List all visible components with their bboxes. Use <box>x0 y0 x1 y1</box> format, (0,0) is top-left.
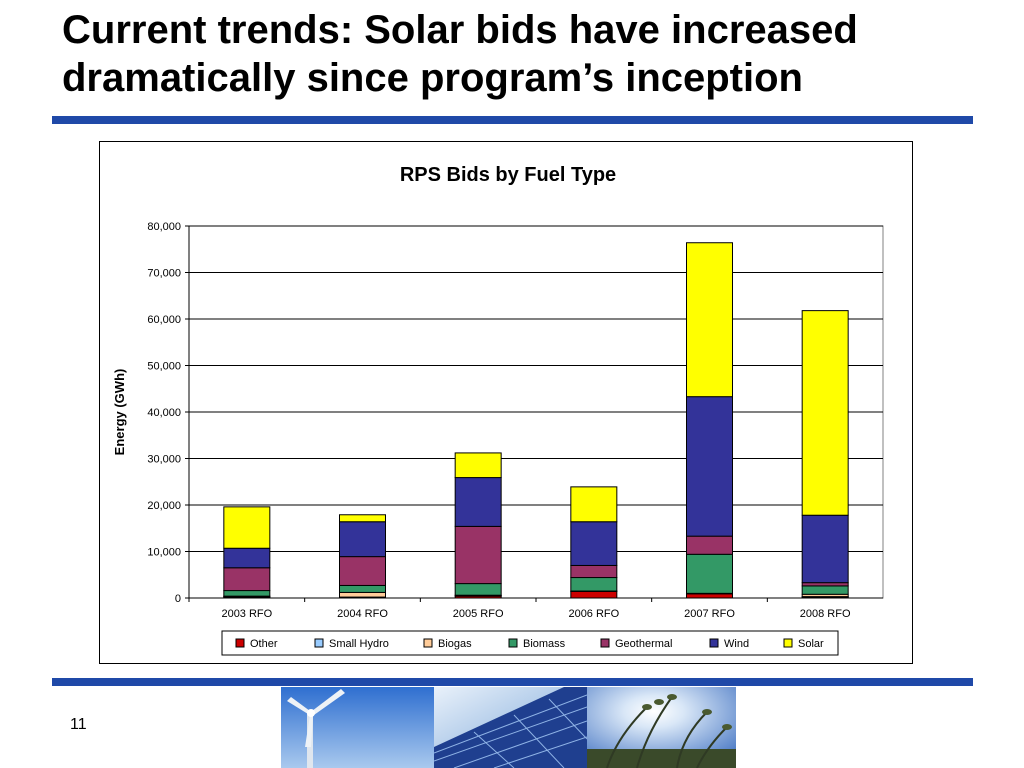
bar-segment <box>686 242 733 398</box>
slide-title-line-1: Current trends: Solar bids have increase… <box>62 8 858 52</box>
y-tick-label: 20,000 <box>147 500 181 512</box>
legend-swatch <box>709 638 719 648</box>
bar-segment <box>223 547 271 569</box>
biomass-grass-photo <box>587 687 736 768</box>
y-tick-label: 30,000 <box>147 454 181 466</box>
bar-segment <box>223 590 271 597</box>
bar-segment <box>339 521 386 558</box>
bar-segment <box>339 514 386 523</box>
top-divider <box>52 116 973 124</box>
legend-swatch <box>600 638 610 648</box>
bottom-divider <box>52 678 973 686</box>
y-tick-label: 40,000 <box>147 407 181 419</box>
bar-segment <box>686 553 733 594</box>
x-tick-label: 2008 RFO <box>800 608 851 620</box>
bar-segment <box>570 521 618 566</box>
wind-turbine-photo <box>281 687 434 768</box>
solar-panel-photo <box>434 687 587 768</box>
legend-label: Biogas <box>438 638 472 650</box>
legend-swatch <box>314 638 324 648</box>
legend-label: Wind <box>724 638 749 650</box>
bar-segment <box>686 396 733 537</box>
legend-swatch <box>235 638 245 648</box>
legend-label: Geothermal <box>615 638 672 650</box>
bar-segment <box>801 514 849 584</box>
bar-segment <box>339 556 386 586</box>
bar-segment <box>570 486 618 523</box>
legend <box>221 630 839 656</box>
legend-swatch <box>423 638 433 648</box>
bar-segment <box>570 564 618 579</box>
legend-label: Biomass <box>523 638 566 650</box>
y-tick-label: 80,000 <box>147 221 181 233</box>
bar-segment <box>339 584 386 593</box>
legend-label: Other <box>250 638 278 650</box>
x-tick-label: 2007 RFO <box>684 608 735 620</box>
x-tick-label: 2005 RFO <box>453 608 504 620</box>
x-tick-label: 2004 RFO <box>337 608 388 620</box>
y-tick-label: 50,000 <box>147 361 181 373</box>
bar-segment <box>801 585 849 595</box>
bar-segment <box>801 310 849 516</box>
slide-title-line-2: dramatically since program’s inception <box>62 56 803 100</box>
page-number: 11 <box>70 716 87 733</box>
bar-segment <box>223 567 271 592</box>
x-tick-label: 2006 RFO <box>568 608 619 620</box>
y-tick-label: 10,000 <box>147 547 181 559</box>
bar-segment <box>570 590 618 599</box>
y-axis-label: Energy (GWh) <box>112 369 127 456</box>
chart-title: RPS Bids by Fuel Type <box>400 164 616 186</box>
legend-label: Solar <box>798 638 824 650</box>
y-tick-label: 60,000 <box>147 314 181 326</box>
x-tick-label: 2003 RFO <box>221 608 272 620</box>
bar-segment <box>223 506 271 549</box>
bar-segment <box>454 583 502 596</box>
photo-strip <box>281 687 736 768</box>
bar-segment <box>454 452 502 479</box>
rps-bids-chart: RPS Bids by Fuel Type 0 10,000 20,000 30,000… <box>112 164 884 656</box>
bar-segment <box>454 477 502 527</box>
y-tick-label: 70,000 <box>147 268 181 280</box>
y-tick-label: 0 <box>175 593 181 605</box>
legend-swatch <box>508 638 518 648</box>
bar-segment <box>686 535 733 555</box>
bar-segment <box>570 577 618 592</box>
legend-swatch <box>783 638 793 648</box>
bar-segment <box>454 525 502 585</box>
slide-title: Current trends: Solar bids have increase… <box>62 6 1002 102</box>
chart-frame: RPS Bids by Fuel Type 0 10,000 20,000 30,000… <box>99 141 913 664</box>
bar-segment <box>686 593 733 599</box>
bar-segment <box>339 591 386 598</box>
legend-label: Small Hydro <box>329 638 389 650</box>
